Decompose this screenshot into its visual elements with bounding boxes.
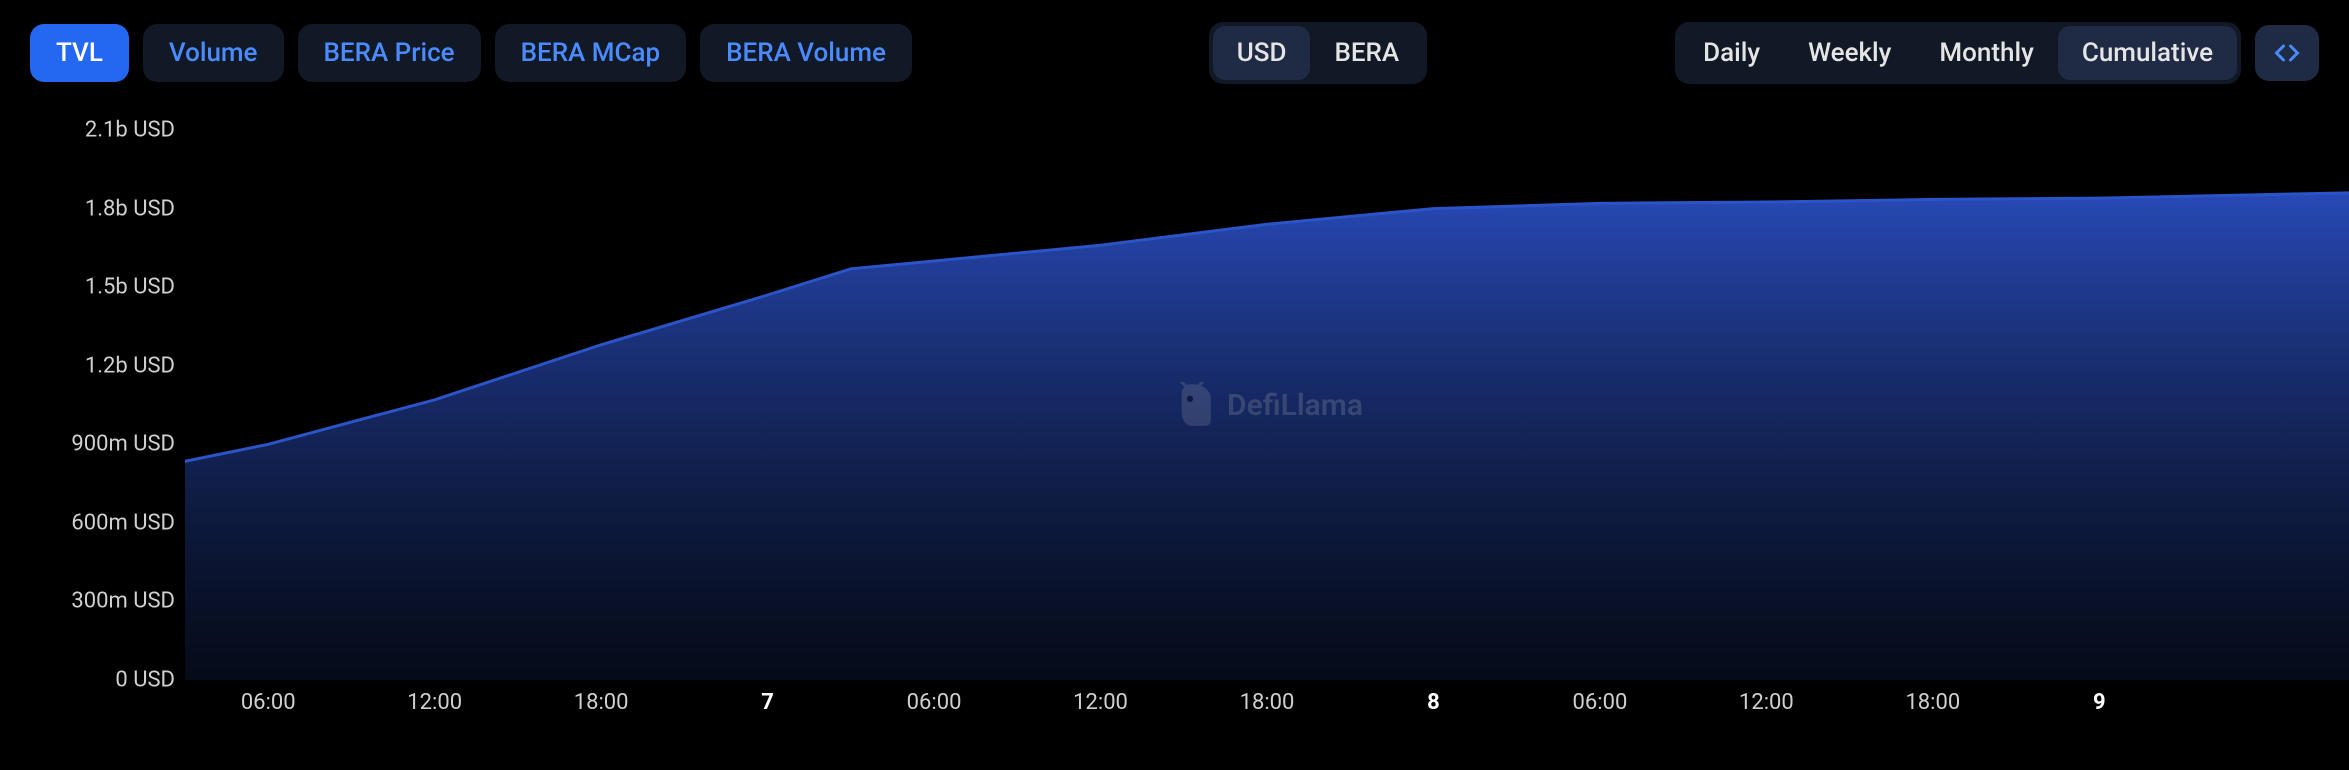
x-tick-label: 06:00: [241, 690, 296, 715]
metric-pill-bera-price[interactable]: BERA Price: [298, 24, 481, 82]
currency-seg-bera[interactable]: BERA: [1310, 26, 1423, 80]
y-tick-label: 600m USD: [71, 510, 175, 535]
x-tick-label: 18:00: [1905, 690, 1960, 715]
x-tick-label: 12:00: [1739, 690, 1794, 715]
x-tick-label: 18:00: [1240, 690, 1295, 715]
y-tick-label: 1.2b USD: [85, 353, 175, 378]
x-tick-label: 06:00: [907, 690, 962, 715]
interval-seg-daily[interactable]: Daily: [1679, 26, 1784, 80]
y-axis: 0 USD300m USD600m USD900m USD1.2b USD1.5…: [30, 130, 175, 680]
chart-plot: DefiLlama: [185, 130, 2349, 680]
chart-area-fill: [185, 193, 2349, 680]
x-tick-label: 06:00: [1573, 690, 1628, 715]
y-tick-label: 0 USD: [115, 668, 175, 693]
metric-pill-tvl[interactable]: TVL: [30, 24, 129, 82]
interval-seg-monthly[interactable]: Monthly: [1915, 26, 2057, 80]
x-tick-label: 9: [2093, 690, 2106, 715]
x-tick-label: 18:00: [574, 690, 629, 715]
metric-pill-bera-volume[interactable]: BERA Volume: [700, 24, 912, 82]
y-tick-label: 900m USD: [71, 432, 175, 457]
metric-pill-bera-mcap[interactable]: BERA MCap: [495, 24, 687, 82]
embed-button[interactable]: [2255, 25, 2319, 81]
y-tick-label: 1.5b USD: [85, 275, 175, 300]
y-tick-label: 1.8b USD: [85, 196, 175, 221]
x-axis: 06:00 12:00 18:00 7 06:00 12:00 18:00 8 06:00 12:…: [185, 680, 2349, 730]
metric-pill-volume[interactable]: Volume: [143, 24, 284, 82]
chart-toolbar: TVLVolumeBERA PriceBERA MCapBERA Volume …: [0, 0, 2349, 84]
currency-seg-usd[interactable]: USD: [1213, 26, 1311, 80]
currency-toggle: USDBERA: [1209, 22, 1427, 84]
x-tick-label: 7: [761, 690, 774, 715]
y-tick-label: 2.1b USD: [85, 118, 175, 143]
x-tick-label: 12:00: [407, 690, 462, 715]
chart-area: 0 USD 300m USD 600m USD 900m USD 1.2b USD 1.5…: [30, 130, 2349, 730]
interval-seg-weekly[interactable]: Weekly: [1784, 26, 1915, 80]
interval-seg-cumulative[interactable]: Cumulative: [2058, 26, 2237, 80]
x-tick-label: 12:00: [1073, 690, 1128, 715]
interval-toggle: DailyWeeklyMonthlyCumulative: [1675, 22, 2241, 84]
y-tick-label: 300m USD: [71, 589, 175, 614]
x-tick-label: 8: [1427, 690, 1440, 715]
code-icon: [2273, 39, 2301, 67]
metric-pill-group: TVLVolumeBERA PriceBERA MCapBERA Volume: [30, 24, 912, 82]
